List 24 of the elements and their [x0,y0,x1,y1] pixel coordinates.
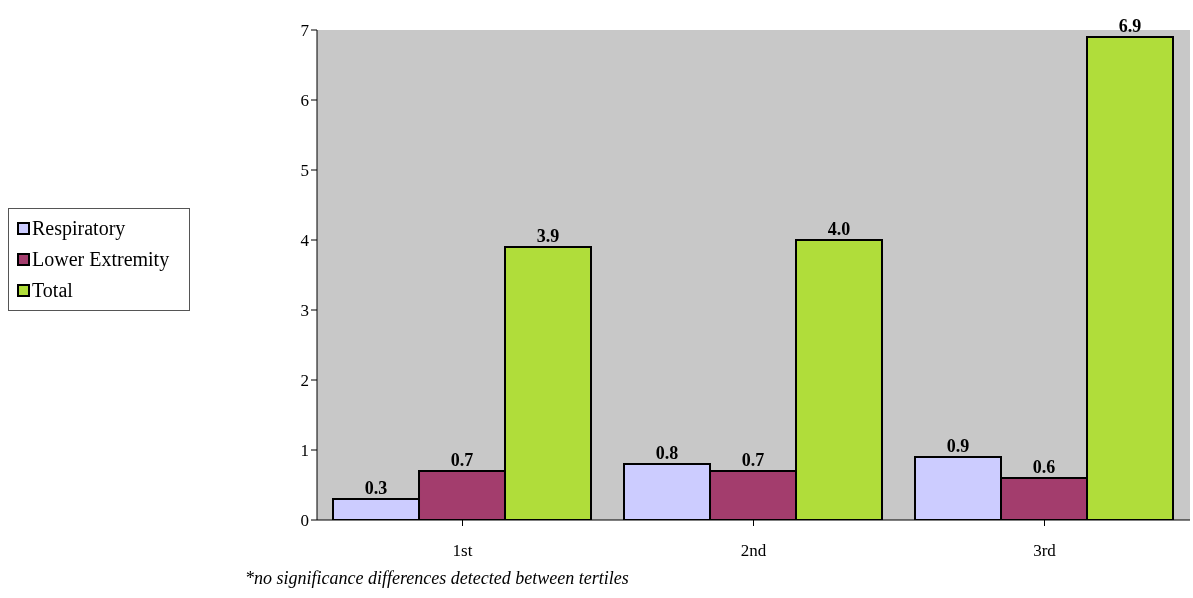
data-label: 6.9 [1118,16,1142,36]
data-label: 4.0 [827,219,851,239]
y-tick-label: 2 [300,371,309,391]
y-tick-label: 3 [300,301,309,321]
data-label: 0.8 [655,443,679,463]
text: *no significance differences detected between tertiles [245,568,629,589]
y-tick-label: 5 [300,161,309,181]
y-tick-label: 0 [300,511,309,531]
x-tick-label: 3rd [1033,541,1057,561]
data-label: 0.3 [364,478,388,498]
y-tick-label: 4 [300,231,310,251]
y-tick-label: 6 [300,91,309,111]
data-label: 0.9 [946,436,970,456]
x-tick-label: 1st [452,541,473,561]
legend-label: Respiratory [32,216,126,242]
x-tick-label: 2nd [740,541,767,561]
legend-label: Lower Extremity [32,247,170,273]
data-label: 3.9 [536,226,560,246]
legend-label: Total [32,278,73,303]
data-label: 0.6 [1032,457,1056,477]
data-label: 0.7 [450,450,474,470]
data-label: 0.7 [741,450,765,470]
y-tick-label: 1 [300,441,309,461]
y-tick-label: 7 [300,21,310,41]
